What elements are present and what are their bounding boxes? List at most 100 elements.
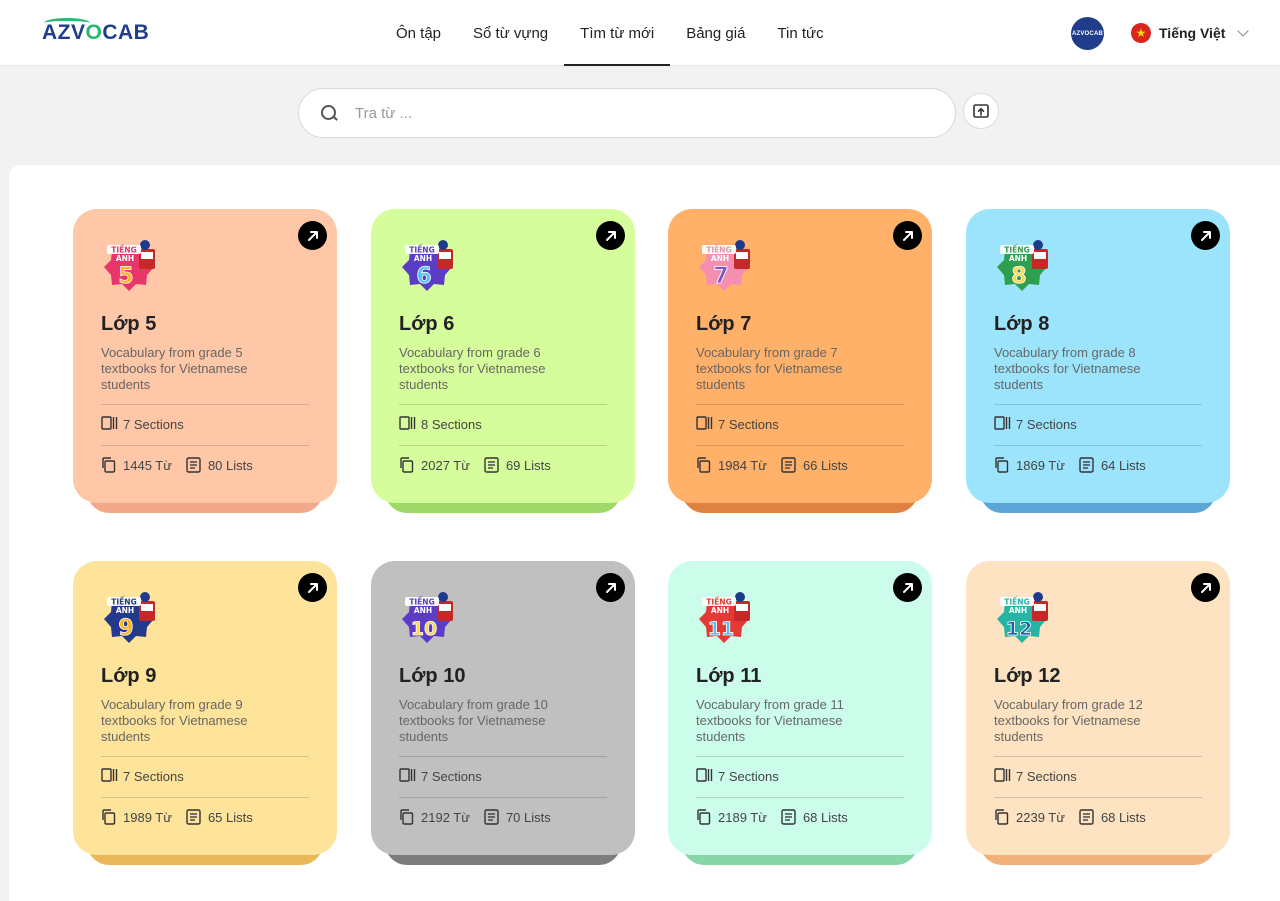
open-arrow-icon[interactable] (596, 573, 625, 602)
upload-button[interactable] (963, 93, 999, 129)
list-count-group: 68 Lists (781, 809, 848, 825)
azvocab-logo[interactable]: AZV O CAB (42, 18, 149, 48)
divider (994, 797, 1202, 798)
card-description: Vocabulary from grade 12 textbooks for V… (994, 697, 1143, 744)
svg-text:TIẾNG: TIẾNG (1004, 597, 1029, 607)
list-count-group: 65 Lists (186, 809, 253, 825)
list-icon (186, 457, 202, 473)
chevron-down-icon (1237, 25, 1250, 37)
word-count: 1445 Từ (123, 457, 172, 473)
open-arrow-icon[interactable] (298, 573, 327, 602)
sections-row: 7 Sections (696, 416, 779, 432)
open-arrow-icon[interactable] (893, 573, 922, 602)
nav-on-tap[interactable]: Ôn tập (396, 24, 442, 42)
list-count-group: 66 Lists (781, 457, 848, 473)
copy-icon (696, 457, 712, 473)
divider (399, 756, 607, 757)
book-icon (101, 416, 118, 432)
card-description: Vocabulary from grade 6 textbooks for Vi… (399, 345, 546, 392)
card-body[interactable]: TIẾNG ANH 10 Lớp 10 Vocabulary from grad… (371, 561, 635, 855)
word-count: 2189 Từ (718, 809, 767, 825)
word-count-group: 1989 Từ (101, 809, 172, 825)
svg-text:TIẾNG: TIẾNG (1004, 245, 1029, 255)
sections-count: 7 Sections (1016, 768, 1077, 784)
nav-tin-tuc[interactable]: Tin tức (777, 24, 824, 42)
tieng-anh-badge-icon: TIẾNG ANH 9 (101, 591, 157, 649)
word-count: 2192 Từ (421, 809, 470, 825)
svg-text:ANH: ANH (711, 254, 729, 263)
sections-count: 7 Sections (718, 768, 779, 784)
open-arrow-icon[interactable] (893, 221, 922, 250)
stats-row: 2192 Từ 70 Lists (399, 809, 559, 825)
grade-card-12[interactable]: TIẾNG ANH 12 Lớp 12 Vocabulary from grad… (966, 561, 1230, 865)
card-body[interactable]: TIẾNG ANH 11 Lớp 11 Vocabulary from grad… (668, 561, 932, 855)
grade-card-11[interactable]: TIẾNG ANH 11 Lớp 11 Vocabulary from grad… (668, 561, 932, 865)
sections-row: 7 Sections (399, 768, 482, 784)
card-body[interactable]: TIẾNG ANH 9 Lớp 9 Vocabulary from grade … (73, 561, 337, 855)
stats-row: 2189 Từ 68 Lists (696, 809, 856, 825)
card-description: Vocabulary from grade 7 textbooks for Vi… (696, 345, 843, 392)
stats-row: 1989 Từ 65 Lists (101, 809, 261, 825)
grade-card-9[interactable]: TIẾNG ANH 9 Lớp 9 Vocabulary from grade … (73, 561, 337, 865)
divider (696, 756, 904, 757)
grade-card-6[interactable]: TIẾNG ANH 6 Lớp 6 Vocabulary from grade … (371, 209, 635, 513)
card-body[interactable]: TIẾNG ANH 12 Lớp 12 Vocabulary from grad… (966, 561, 1230, 855)
copy-icon (101, 457, 117, 473)
card-body[interactable]: TIẾNG ANH 7 Lớp 7 Vocabulary from grade … (668, 209, 932, 503)
copy-icon (399, 457, 415, 473)
nav-tim-tu-moi[interactable]: Tìm từ mới (564, 0, 671, 66)
card-description: Vocabulary from grade 9 textbooks for Vi… (101, 697, 248, 744)
svg-text:ANH: ANH (1009, 254, 1027, 263)
card-description: Vocabulary from grade 5 textbooks for Vi… (101, 345, 248, 392)
nav-bang-gia[interactable]: Bảng giá (686, 24, 746, 42)
sections-row: 8 Sections (399, 416, 482, 432)
sections-count: 7 Sections (123, 416, 184, 432)
word-count-group: 1984 Từ (696, 457, 767, 473)
grade-card-8[interactable]: TIẾNG ANH 8 Lớp 8 Vocabulary from grade … (966, 209, 1230, 513)
grade-card-5[interactable]: TIẾNG ANH 5 Lớp 5 Vocabulary from grade … (73, 209, 337, 513)
card-title: Lớp 5 (101, 313, 157, 335)
divider (101, 445, 309, 446)
divider (101, 404, 309, 405)
card-title: Lớp 6 (399, 313, 455, 335)
vietnam-flag-icon: ★ (1131, 23, 1151, 43)
grade-card-10[interactable]: TIẾNG ANH 10 Lớp 10 Vocabulary from grad… (371, 561, 635, 865)
grade-card-7[interactable]: TIẾNG ANH 7 Lớp 7 Vocabulary from grade … (668, 209, 932, 513)
svg-text:ANH: ANH (711, 606, 729, 615)
main-nav: Ôn tập Sổ từ vựng Tìm từ mới Bảng giá Ti… (380, 0, 840, 66)
svg-text:ANH: ANH (116, 254, 134, 263)
language-selector[interactable]: ★ Tiếng Việt (1131, 22, 1250, 44)
svg-text:ANH: ANH (116, 606, 134, 615)
svg-text:7: 7 (713, 264, 728, 289)
tieng-anh-badge-icon: TIẾNG ANH 7 (696, 239, 752, 297)
search-bar[interactable] (298, 88, 956, 138)
sections-count: 7 Sections (123, 768, 184, 784)
open-arrow-icon[interactable] (298, 221, 327, 250)
open-arrow-icon[interactable] (1191, 573, 1220, 602)
open-arrow-icon[interactable] (1191, 221, 1220, 250)
card-title: Lớp 11 (696, 665, 762, 687)
divider (696, 404, 904, 405)
stats-row: 2027 Từ 69 Lists (399, 457, 559, 473)
word-count-group: 2027 Từ (399, 457, 470, 473)
card-title: Lớp 7 (696, 313, 752, 335)
card-body[interactable]: TIẾNG ANH 5 Lớp 5 Vocabulary from grade … (73, 209, 337, 503)
svg-text:11: 11 (708, 618, 734, 640)
word-count: 2027 Từ (421, 457, 470, 473)
svg-text:5: 5 (118, 264, 133, 289)
list-count-group: 80 Lists (186, 457, 253, 473)
book-icon (101, 768, 118, 784)
card-body[interactable]: TIẾNG ANH 6 Lớp 6 Vocabulary from grade … (371, 209, 635, 503)
user-avatar[interactable]: AZVOCAB (1071, 17, 1104, 50)
search-input[interactable] (355, 104, 915, 122)
card-title: Lớp 12 (994, 665, 1061, 687)
open-arrow-icon[interactable] (596, 221, 625, 250)
nav-so-tu-vung[interactable]: Sổ từ vựng (473, 24, 549, 42)
card-body[interactable]: TIẾNG ANH 8 Lớp 8 Vocabulary from grade … (966, 209, 1230, 503)
divider (399, 797, 607, 798)
svg-text:TIẾNG: TIẾNG (409, 245, 434, 255)
card-description: Vocabulary from grade 11 textbooks for V… (696, 697, 844, 744)
divider (696, 445, 904, 446)
card-description: Vocabulary from grade 10 textbooks for V… (399, 697, 548, 744)
divider (399, 404, 607, 405)
